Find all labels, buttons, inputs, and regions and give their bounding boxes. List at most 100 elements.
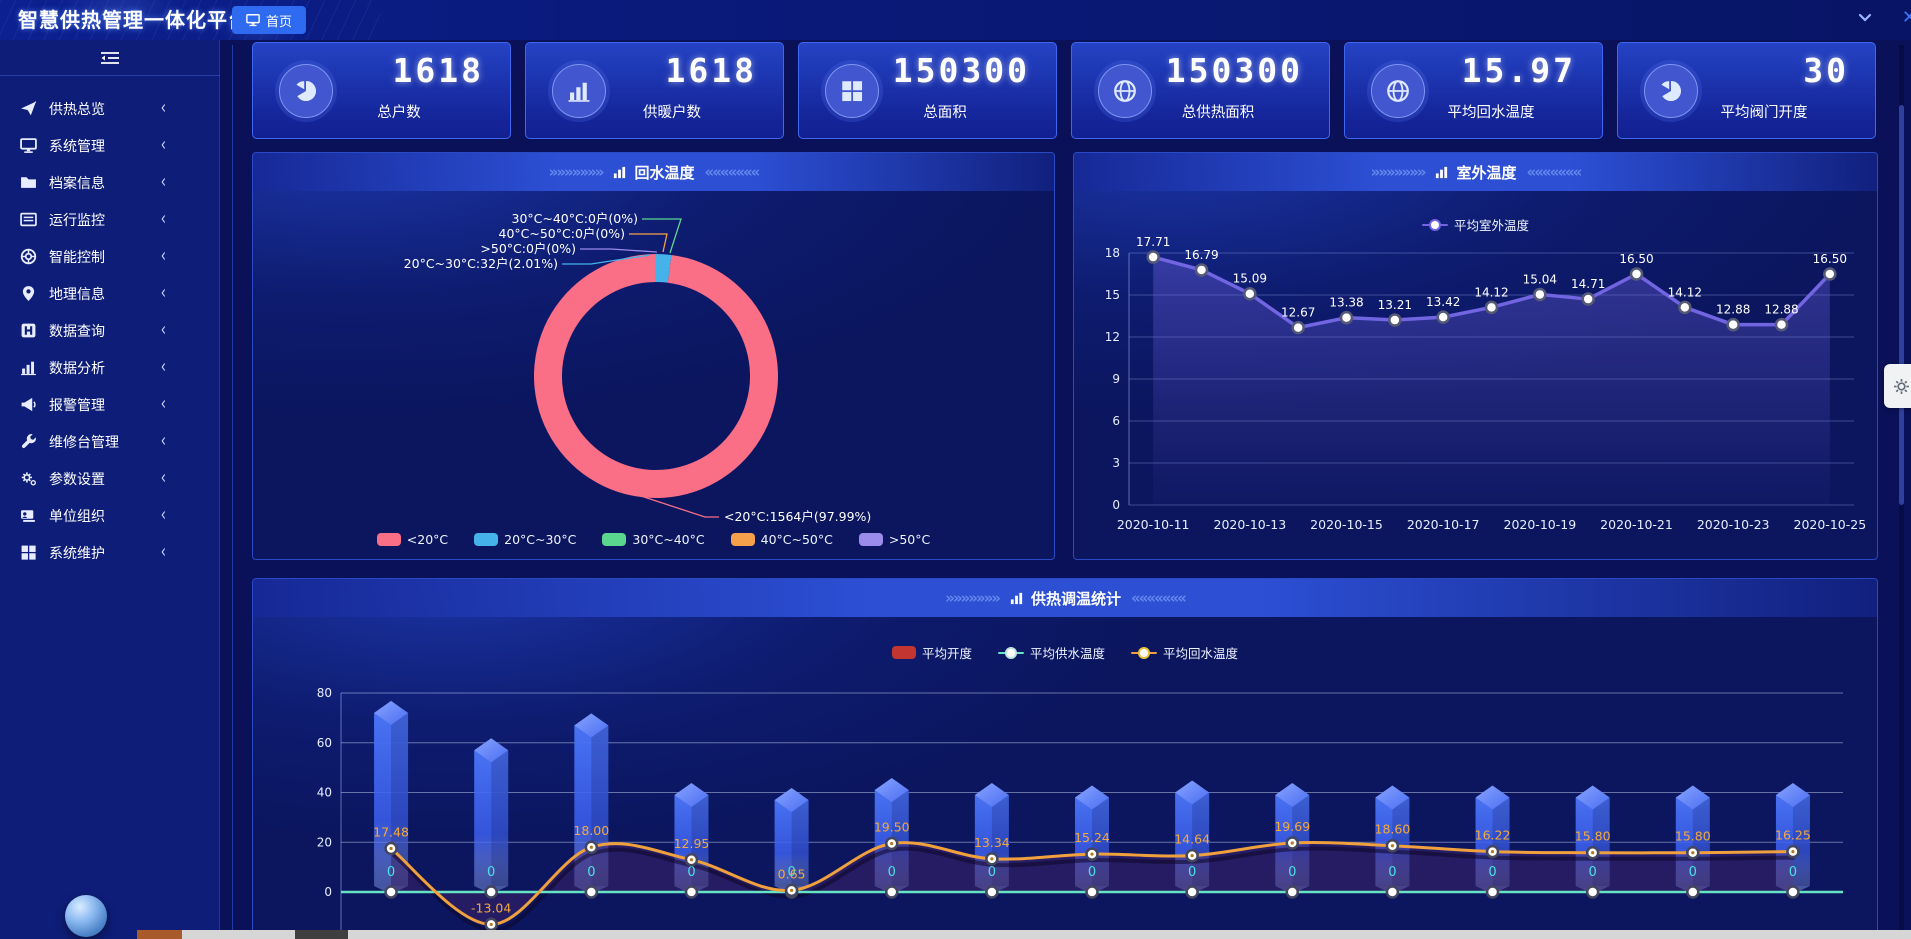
- svg-text:3: 3: [1112, 456, 1120, 470]
- svg-text:15.80: 15.80: [1675, 829, 1711, 844]
- svg-text:12.88: 12.88: [1716, 303, 1750, 317]
- sidebar-item-3[interactable]: 运行监控 ‹: [0, 201, 220, 238]
- stat-card-4: 15.97 平均回水温度: [1344, 42, 1603, 139]
- svg-text:13.21: 13.21: [1378, 298, 1412, 312]
- folder-icon: [21, 177, 36, 188]
- monitor-icon: [246, 13, 260, 27]
- stat-card-5: 30 平均阀门开度: [1617, 42, 1876, 139]
- svg-text:0: 0: [1188, 865, 1196, 880]
- svg-text:14.64: 14.64: [1174, 832, 1210, 847]
- panel-return-water-temp: »»»»»»» 回水温度 ««««««« 30°C~40°C:0户(0%) 40°…: [252, 152, 1055, 560]
- close-icon[interactable]: ✕: [1901, 7, 1911, 28]
- svg-text:2020-10-15: 2020-10-15: [1310, 517, 1383, 532]
- svg-text:0: 0: [1589, 865, 1597, 880]
- wrench-icon: [21, 434, 36, 449]
- chevron-left-icon: ‹: [160, 135, 166, 156]
- sidebar-item-6[interactable]: 数据查询 ‹: [0, 312, 220, 349]
- globe-icon: [1114, 80, 1136, 102]
- chevron-left-icon: ‹: [160, 542, 166, 563]
- sidebar-item-11[interactable]: 单位组织 ‹: [0, 497, 220, 534]
- svg-text:18.60: 18.60: [1375, 822, 1411, 837]
- sphere-logo[interactable]: [65, 895, 107, 937]
- svg-text:0: 0: [1112, 498, 1120, 512]
- sidebar-collapse-button[interactable]: [0, 40, 220, 76]
- stat-card-icon-badge: [552, 64, 606, 118]
- svg-text:0: 0: [324, 885, 332, 899]
- sidebar-item-5[interactable]: 地理信息 ‹: [0, 275, 220, 312]
- donut-legend-item-2[interactable]: 30°C~40°C: [602, 532, 705, 547]
- donut-legend-item-0[interactable]: <20°C: [376, 532, 448, 547]
- svg-text:60: 60: [317, 736, 332, 750]
- deco-arrows-right: »»»»»»»: [1370, 163, 1427, 181]
- vertical-scrollbar[interactable]: [1899, 45, 1904, 939]
- svg-text:2020-10-21: 2020-10-21: [1600, 517, 1673, 532]
- stat-card-value: 150300: [1165, 51, 1303, 90]
- svg-text:0: 0: [888, 865, 896, 880]
- top-header: 智慧供热管理一体化平台 首页 ✕: [0, 0, 1911, 40]
- panel-outdoor-title: 室外温度: [1434, 162, 1517, 183]
- svg-text:40°C~50°C:0户(0%): 40°C~50°C:0户(0%): [499, 226, 626, 241]
- outdoor-legend[interactable]: 平均室外温度: [1074, 215, 1877, 234]
- horizontal-scrollbar[interactable]: [182, 930, 1911, 939]
- svg-text:0: 0: [988, 865, 996, 880]
- sidebar-item-2[interactable]: 档案信息 ‹: [0, 164, 220, 201]
- sidebar-item-1[interactable]: 系统管理 ‹: [0, 127, 220, 164]
- vertical-scrollbar-thumb[interactable]: [1899, 105, 1904, 505]
- svg-text:0: 0: [587, 865, 595, 880]
- chart-pie-icon: [1661, 80, 1682, 102]
- sidebar-item-label: 系统维护: [49, 545, 105, 562]
- sidebar-item-label: 档案信息: [49, 175, 105, 192]
- svg-text:12.67: 12.67: [1281, 306, 1315, 320]
- tab-home[interactable]: 首页: [232, 6, 307, 34]
- svg-text:15.80: 15.80: [1575, 829, 1611, 844]
- chevron-left-icon: ‹: [160, 283, 166, 304]
- stat-card-2: 150300 总面积: [798, 42, 1057, 139]
- outdoor-temp-line-chart[interactable]: 0 3 6 9 12 15 18 17.71 16.79 15.09 12.67 13.38 13.21…: [1074, 191, 1878, 560]
- svg-text:13.38: 13.38: [1329, 296, 1363, 310]
- settings-gear-button[interactable]: [1884, 364, 1911, 408]
- map-pin-icon: [22, 286, 35, 301]
- svg-text:20°C~30°C:32户(2.01%): 20°C~30°C:32户(2.01%): [404, 256, 558, 271]
- heating-stats-combo-chart[interactable]: 0 20 40 60 80 0 0 0 0 0 0 0 0 0 0 0 0 0 0 0 17.48 -13.04 18.00…: [253, 617, 1878, 939]
- tab-home-label: 首页: [266, 14, 293, 30]
- svg-text:18.00: 18.00: [573, 823, 609, 838]
- donut-legend-item-4[interactable]: >50°C: [858, 532, 930, 547]
- svg-text:6: 6: [1112, 414, 1120, 428]
- svg-text:13.34: 13.34: [974, 835, 1010, 850]
- svg-text:30°C~40°C:0户(0%): 30°C~40°C:0户(0%): [512, 211, 639, 226]
- outdent-icon: [101, 51, 119, 65]
- sidebar-item-4[interactable]: 智能控制 ‹: [0, 238, 220, 275]
- svg-text:0: 0: [1288, 865, 1296, 880]
- chart-bar-icon: [1010, 592, 1023, 604]
- sidebar-item-7[interactable]: 数据分析 ‹: [0, 349, 220, 386]
- svg-text:0: 0: [687, 865, 695, 880]
- stats-legend[interactable]: 平均开度 平均供水温度 平均回水温度: [253, 643, 1877, 662]
- donut-legend-item-1[interactable]: 20°C~30°C: [474, 532, 576, 547]
- svg-text:17.71: 17.71: [1136, 235, 1170, 249]
- chevron-down-icon[interactable]: [1857, 9, 1873, 29]
- svg-text:0: 0: [1789, 865, 1797, 880]
- return-water-donut-chart[interactable]: 30°C~40°C:0户(0%)40°C~50°C:0户(0%)>50°C:0户…: [253, 191, 1055, 560]
- chevron-left-icon: ‹: [160, 468, 166, 489]
- sidebar-item-12[interactable]: 系统维护 ‹: [0, 534, 220, 571]
- globe-icon: [1387, 80, 1409, 102]
- chart-pie-icon: [296, 80, 317, 102]
- stat-card-icon-badge: [1098, 64, 1152, 118]
- svg-text:2020-10-11: 2020-10-11: [1117, 517, 1190, 532]
- sidebar-item-10[interactable]: 参数设置 ‹: [0, 460, 220, 497]
- cogs-icon: [21, 472, 36, 486]
- chart-bar-icon: [614, 166, 626, 178]
- chevron-left-icon: ‹: [160, 505, 166, 526]
- sidebar-item-9[interactable]: 维修台管理 ‹: [0, 423, 220, 460]
- svg-text:14.71: 14.71: [1571, 277, 1605, 291]
- sidebar-item-label: 数据分析: [49, 360, 105, 377]
- sidebar-item-label: 数据查询: [49, 323, 105, 340]
- deco-arrows-left: «««««««: [1526, 163, 1583, 181]
- svg-text:16.79: 16.79: [1184, 248, 1218, 262]
- sidebar-item-0[interactable]: 供热总览 ‹: [0, 90, 220, 127]
- panel-heating-stats-title: 供热调温统计: [1009, 588, 1121, 609]
- sidebar-item-8[interactable]: 报警管理 ‹: [0, 386, 220, 423]
- donut-legend-item-3[interactable]: 40°C~50°C: [730, 532, 833, 547]
- svg-text:16.25: 16.25: [1775, 828, 1811, 843]
- horizontal-scrollbar-thumb[interactable]: [295, 930, 348, 939]
